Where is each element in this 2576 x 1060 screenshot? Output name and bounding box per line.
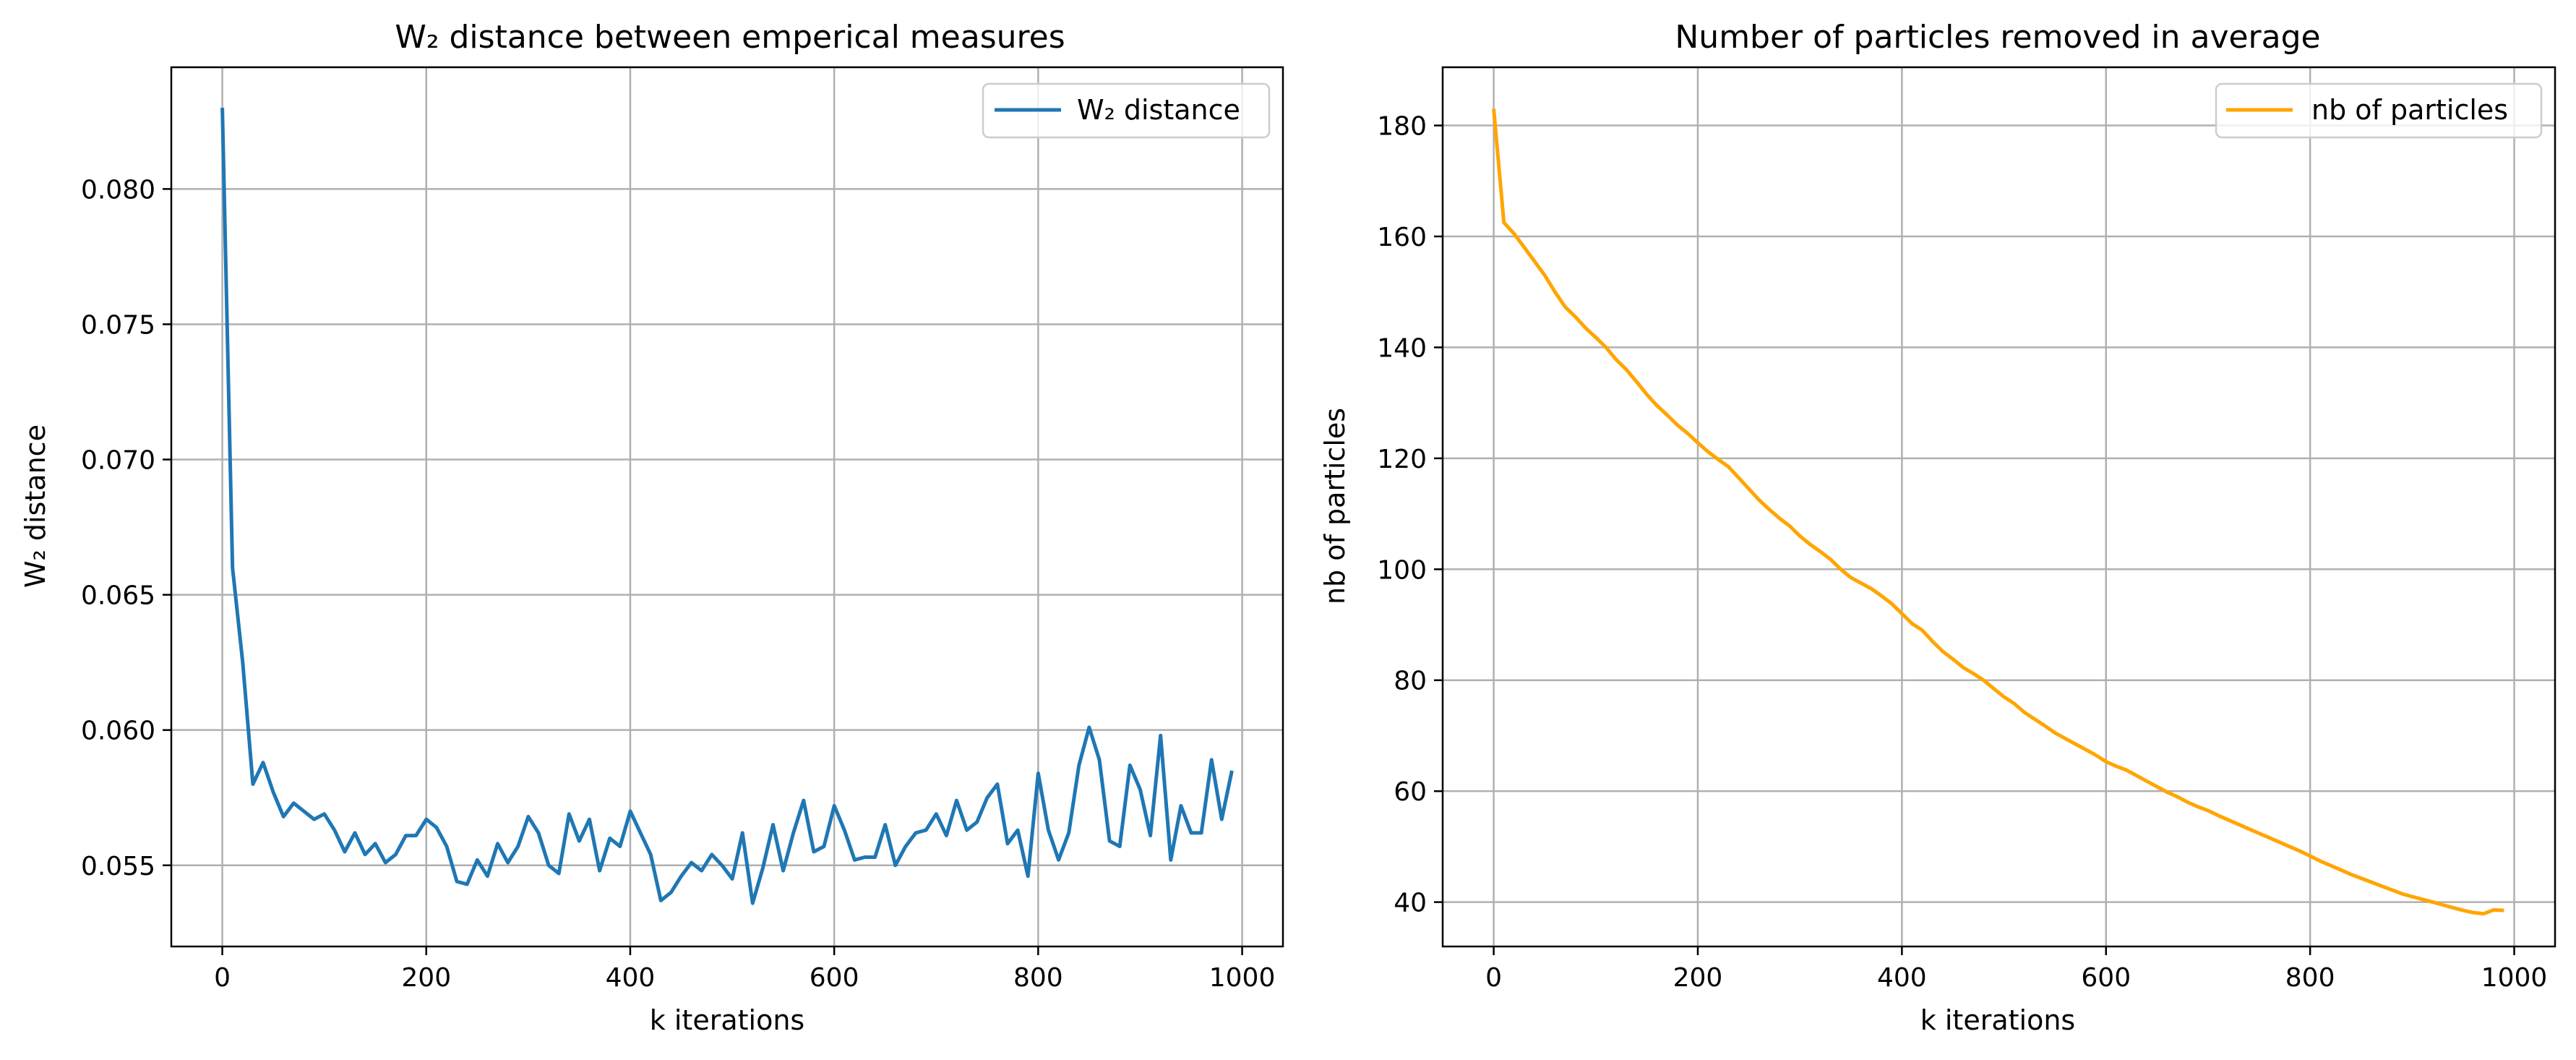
x-axis-label: k iterations	[1920, 1004, 2075, 1036]
x-tick-label: 400	[1877, 963, 1927, 993]
legend: W₂ distance	[982, 82, 1271, 139]
chart-w2-distance: W₂ distance between emperical measures 0…	[20, 19, 1284, 1036]
x-ticks: 0 200 400 600 800 1000	[214, 946, 1275, 993]
legend-label: nb of particles	[2311, 94, 2508, 126]
series-lines	[220, 108, 1234, 905]
x-tick-label: 600	[810, 963, 859, 993]
grid	[171, 67, 1283, 946]
legend-box	[982, 82, 1271, 139]
x-axis-label: k iterations	[650, 1004, 804, 1036]
x-tick-label: 1000	[2481, 963, 2548, 993]
axes-frame	[1441, 66, 2556, 948]
y-tick-label: 120	[1377, 445, 1427, 474]
series-lines	[1492, 108, 2504, 916]
y-tick-label: 180	[1377, 112, 1427, 142]
y-tick-label: 160	[1377, 223, 1427, 252]
y-axis-label: nb of particles	[1319, 408, 1351, 604]
y-tick-label: 40	[1394, 889, 1427, 918]
x-tick-label: 200	[1673, 963, 1723, 993]
y-tick-label: 60	[1394, 777, 1427, 807]
axes-frame	[170, 66, 1284, 948]
y-tick-label: 0.075	[81, 310, 155, 340]
y-tick-label: 80	[1394, 667, 1427, 696]
legend-box	[2215, 82, 2543, 139]
y-tick-label: 0.070	[81, 446, 155, 476]
legend-label: W₂ distance	[1077, 94, 1240, 126]
legend: nb of particles	[2215, 82, 2543, 139]
x-tick-label: 800	[1013, 963, 1063, 993]
y-tick-label: 140	[1377, 333, 1427, 363]
y-tick-label: 0.065	[81, 581, 155, 611]
series-line	[220, 108, 1234, 905]
series-line	[1492, 108, 2504, 916]
y-ticks: 40 60 80 100 120 140 160 180	[1377, 112, 1443, 918]
y-tick-label: 100	[1377, 555, 1427, 585]
y-axis-label: W₂ distance	[20, 424, 51, 588]
x-tick-label: 0	[1485, 963, 1502, 993]
y-tick-label: 0.080	[81, 175, 155, 205]
x-tick-label: 1000	[1209, 963, 1276, 993]
chart-title: W₂ distance between emperical measures	[395, 19, 1065, 56]
y-ticks: 0.055 0.060 0.065 0.070 0.075 0.080	[81, 175, 171, 881]
x-tick-label: 0	[214, 963, 231, 993]
x-tick-label: 400	[606, 963, 656, 993]
x-tick-label: 200	[401, 963, 451, 993]
x-tick-label: 800	[2285, 963, 2335, 993]
chart-nb-particles: Number of particles removed in average 0…	[1319, 19, 2556, 1036]
y-tick-label: 0.055	[81, 852, 155, 881]
x-tick-label: 600	[2081, 963, 2131, 993]
y-tick-label: 0.060	[81, 717, 155, 746]
grid	[1443, 67, 2555, 946]
chart-title: Number of particles removed in average	[1675, 19, 2320, 56]
x-ticks: 0 200 400 600 800 1000	[1485, 946, 2547, 993]
